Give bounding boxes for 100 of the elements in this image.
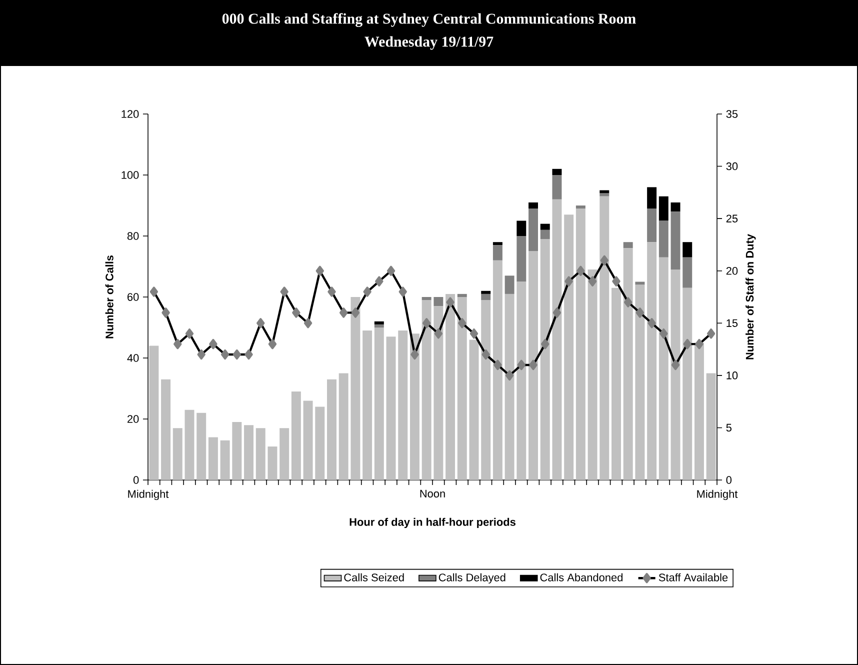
bar [588,270,598,480]
bar [374,324,384,328]
bar [552,199,562,480]
bar [280,428,290,480]
y-tick-label: 120 [122,110,139,118]
bar [256,428,266,480]
bar [374,327,384,480]
bar [149,346,159,480]
bar [268,446,278,480]
bar [600,196,610,480]
legend-label: Staff Available [658,573,728,582]
bar [647,187,657,209]
y-tick-label: 100 [122,171,139,179]
bar [398,330,408,480]
text: Midnight [128,490,169,500]
y-axis-title: Number of Calls [105,255,114,338]
bar [161,379,171,480]
bar [682,257,692,288]
x-axis-title: Hour of day in half-hour periods [350,518,516,528]
bar [327,379,336,480]
bar [528,208,538,252]
bar [528,202,538,209]
bar [670,212,680,270]
bar [386,336,396,480]
bar [600,193,610,196]
y-tick-label: 40 [127,354,139,362]
bar [315,406,325,480]
bar [576,208,586,480]
bar [422,296,432,300]
legend-label: Calls Abandoned [540,573,622,582]
bar [362,330,372,480]
bar [504,294,514,480]
bar [422,300,432,480]
bar [623,248,633,480]
bar [564,214,574,480]
bar [481,290,491,294]
bar [172,428,182,480]
bar [232,422,242,480]
bar [410,334,420,480]
bar [540,239,550,480]
bar [291,392,301,480]
y2-tick-label: 15 [726,319,738,327]
y2-tick-label: 10 [726,372,738,380]
y-tick-label: 80 [127,232,139,240]
chart-title: 000 Calls and Staffing at Sydney Central Communications Room [222,13,636,27]
bar [481,294,491,300]
y-tick-label: 0 [133,476,139,484]
bar [350,296,360,480]
chart-subtitle: Wednesday 19/11/97 [364,36,494,50]
bar [682,242,692,258]
bar [504,276,514,294]
legend-label: Calls Seized [344,573,404,582]
y2-tick-label: 0 [726,476,732,484]
bar [184,410,194,480]
bar [220,440,230,480]
bar [469,340,479,480]
bar [694,342,704,480]
y2-tick-label: 5 [726,424,732,432]
bar [208,437,218,480]
bar [492,245,502,260]
bar [457,296,467,480]
bar [635,282,645,285]
y2-tick-label: 20 [726,266,738,275]
y2-axis-title: Number of Staff on Duty [746,234,756,360]
bar [658,196,668,221]
bar [658,220,668,258]
bar [492,260,502,480]
bar [552,174,562,200]
bar [492,242,502,246]
bar [434,296,444,306]
bar [647,208,657,242]
bar [647,242,657,480]
bar [434,306,444,480]
y-tick-label: 20 [128,415,139,423]
bar [244,425,254,480]
bar [540,224,550,230]
bar [576,205,586,209]
text: Noon [420,490,445,498]
legend-label: Calls Delayed [438,573,506,584]
y2-tick-label: 25 [726,214,738,222]
bar [670,270,680,480]
bar [338,373,348,480]
bar [540,230,550,240]
y2-tick-label: 35 [726,110,738,118]
bar [446,294,456,480]
bar [658,257,668,480]
bar [706,373,716,480]
bar [481,300,491,480]
y2-tick-label: 30 [726,162,738,170]
bar [552,168,562,175]
bar [670,202,680,212]
bar [682,288,692,480]
bar [600,190,610,194]
bar [635,284,645,480]
bar [516,282,526,480]
y-tick-label: 60 [128,293,139,301]
bar [612,288,621,480]
bar [528,251,538,480]
bar [374,321,384,324]
bar [196,412,206,480]
